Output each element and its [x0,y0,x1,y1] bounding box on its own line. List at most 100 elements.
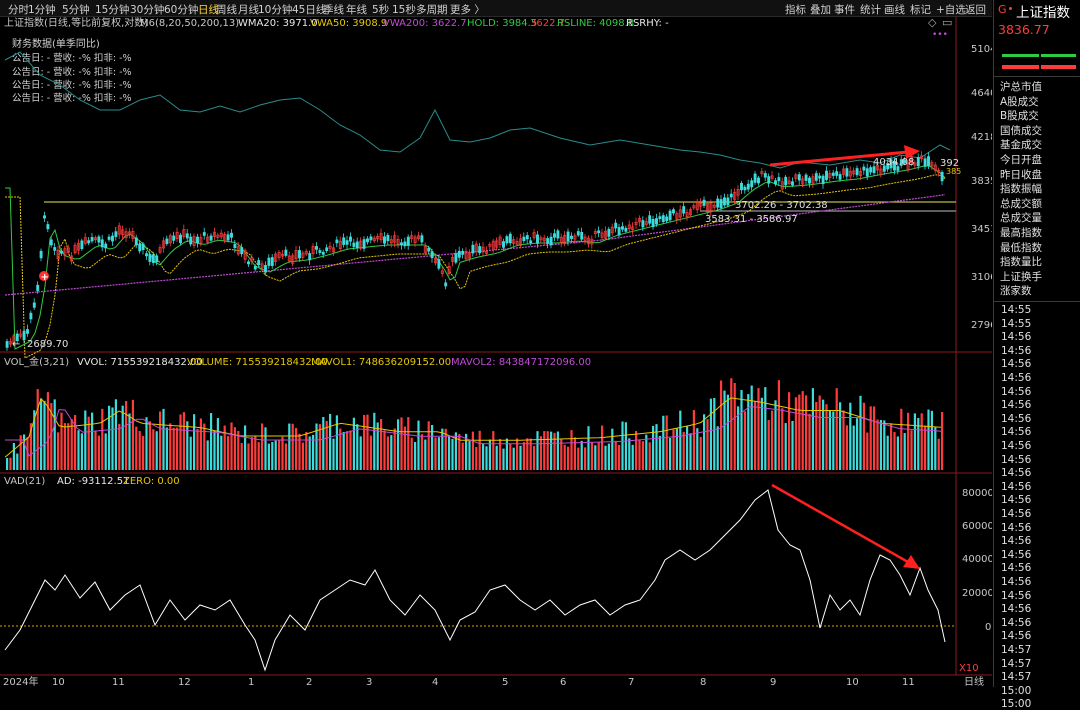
toolbar-menu-item[interactable]: 叠加 [810,4,831,16]
quote-field-label: B股成交 [1000,110,1039,123]
period-tab[interactable]: 5秒 [372,4,390,16]
toolbar-menu-item[interactable]: 画线 [884,4,905,16]
volume-bar [703,414,706,470]
candle [325,247,329,251]
candle [733,191,737,200]
candle [468,252,471,259]
kline-chart[interactable]: 上证指数(日线,等比前复权,对数) M6(8,20,50,200,13) WMA… [0,16,996,688]
candle [746,183,750,190]
candle [519,238,522,246]
period-tab[interactable]: 日线 [198,4,219,16]
toolbar-menu-item[interactable]: 事件 [834,4,855,16]
volume-bar [811,388,814,470]
volume-bar [485,446,488,470]
candle [937,169,941,173]
period-tab[interactable]: 多周期 [416,4,448,16]
volume-bar [36,389,39,470]
toolbar-menu-item[interactable]: 标记 [910,4,931,16]
volume-bar [519,445,522,470]
candle [508,233,512,244]
period-tab[interactable]: 5分钟 [62,4,90,16]
volume-bar [502,448,505,470]
candle [457,250,461,258]
candle [318,250,322,253]
candle [260,263,264,269]
volume-bar [271,442,274,470]
volume-bar [845,425,848,470]
candle [206,236,210,243]
volume-bar [288,423,291,470]
volume-bar [444,428,447,470]
mavol2-line [5,406,942,457]
volume-bar [641,441,644,470]
volume-bar [189,436,192,470]
volume-bar [764,387,767,470]
candle [138,244,142,252]
volume-bar [458,434,461,470]
toolbar-menu-item[interactable]: +自选 [936,4,966,16]
volume-bar [917,417,920,470]
chart-area[interactable]: 上证指数(日线,等比前复权,对数) M6(8,20,50,200,13) WMA… [0,16,996,688]
minimize-icon[interactable]: ▭ [942,16,952,29]
toolbar-menu-item[interactable]: 统计 [860,4,881,16]
tick-time: 14:56 [1001,521,1032,534]
volume-bar [169,423,172,470]
volume-bar [645,434,648,470]
volume-bar [723,390,726,470]
volume-bar [522,442,525,470]
volume-bar [818,395,821,470]
quote-field-label: 上证换手 [1000,270,1042,283]
candle [366,238,369,243]
candle [36,284,40,291]
period-tab[interactable]: 更多 〉 [450,4,485,16]
price-tick: 3106 [971,272,992,283]
period-tab[interactable]: 月线 [238,4,259,16]
svg-text:+: + [41,272,49,283]
candle [216,234,220,238]
period-tab[interactable]: 周线 [216,4,237,16]
candle [9,341,12,345]
add-marker-icon[interactable]: + [39,271,49,283]
candle [617,227,621,236]
candle [910,156,913,164]
candle [117,225,121,235]
volume-bar [80,433,83,470]
finance-row: 公告日: - 营收: -% 扣非: -% [12,66,132,78]
period-tab[interactable]: 45日线 [292,4,327,16]
candle [440,270,444,274]
period-tab[interactable]: 30分钟 [130,4,165,16]
volume-bar [754,401,757,470]
period-tab[interactable]: 60分钟 [164,4,199,16]
volume-bar [390,435,393,470]
candle [556,230,560,239]
period-tab[interactable]: 1分钟 [28,4,56,16]
quote-field-label: 指数振幅 [1000,183,1042,196]
candle [77,242,80,251]
volume-bar [369,435,372,470]
month-tick: 10 [52,677,65,687]
period-tab[interactable]: 年线 [346,4,367,16]
period-tab[interactable]: 15分钟 [95,4,130,16]
toolbar-menu-item[interactable]: 指标 [785,4,806,16]
mavol1-label: MAVOL1: 748636209152.00 [311,357,451,368]
candle [651,218,655,227]
volume-bar [808,413,811,470]
period-tab[interactable]: 10分钟 [258,4,293,16]
volume-bar [788,392,791,470]
candle [294,250,298,260]
period-tab[interactable]: 分时 [8,4,29,16]
volume-bar [94,431,97,470]
volume-bar [822,399,825,470]
candle [716,198,720,208]
volume-bar [301,442,304,470]
tick-time: 14:56 [1001,603,1032,616]
candle [226,234,230,241]
diamond-icon[interactable]: ◇ [928,16,937,29]
volume-bar [910,430,913,470]
candle [19,333,23,337]
period-tab[interactable]: 15秒 [392,4,416,16]
volume-bar [628,438,631,470]
toolbar-menu-item[interactable]: 返回 [965,4,986,16]
volume-bar [692,410,695,470]
period-tab[interactable]: 季线 [323,4,344,16]
